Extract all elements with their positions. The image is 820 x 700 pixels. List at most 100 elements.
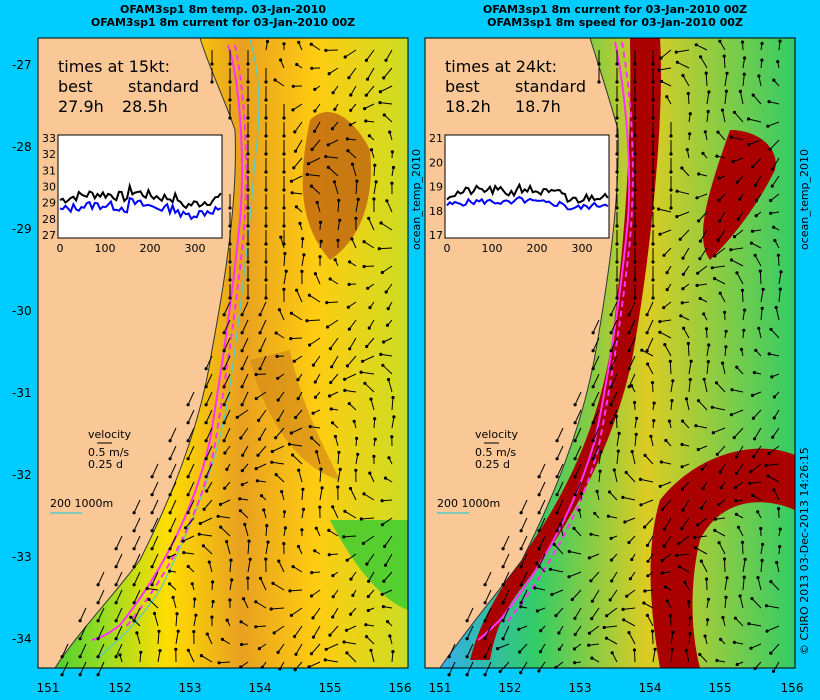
lon-tick-label-right: 154 (639, 681, 662, 695)
current-vector (298, 470, 303, 483)
current-vector (79, 625, 87, 639)
current-vector-head (186, 511, 190, 515)
current-vector-head (282, 188, 286, 192)
current-vector-head (725, 576, 729, 580)
current-vector (559, 524, 564, 537)
current-vector (169, 517, 177, 531)
current-vector (731, 409, 744, 416)
inset-x-tick: 0 (57, 242, 64, 255)
right-best-time: 18.2h (445, 97, 491, 116)
current-vector-head (663, 585, 668, 589)
current-vector (724, 597, 727, 609)
current-vector-head (769, 327, 773, 331)
right-duration-label: 0.25 d (475, 458, 510, 471)
current-vector (308, 661, 321, 668)
current-vector (679, 229, 690, 240)
current-vector-head (681, 508, 685, 512)
current-vector (172, 597, 177, 609)
current-vector (208, 561, 213, 573)
current-vector (343, 535, 357, 538)
current-vector (670, 632, 674, 645)
inset-y-tick: 18 (429, 205, 443, 218)
current-vector-head (257, 647, 261, 651)
current-vector (311, 139, 321, 150)
current-vector (694, 535, 708, 538)
current-vector (115, 607, 123, 621)
current-vector-head (225, 467, 229, 471)
current-vector (628, 355, 636, 369)
current-vector-head (257, 437, 262, 441)
current-vector-head (675, 215, 679, 219)
current-vector-head (343, 509, 347, 513)
current-vector-head (667, 419, 672, 423)
current-vector-head (365, 635, 369, 639)
current-vector-head (665, 288, 669, 292)
current-vector-head (537, 547, 541, 551)
right-best-label: best (445, 77, 480, 96)
current-vector (316, 451, 321, 465)
current-vector-head (651, 206, 655, 210)
current-vector-head (688, 632, 692, 636)
current-vector (682, 499, 690, 511)
current-vector (292, 192, 303, 195)
current-vector-head (501, 583, 505, 587)
current-vector (519, 643, 528, 653)
current-vector-head (168, 457, 172, 461)
current-vector-head (336, 485, 340, 489)
current-vector (646, 301, 654, 315)
current-vector-head (204, 421, 208, 425)
current-vector (206, 633, 213, 645)
current-vector (644, 517, 654, 528)
current-vector (682, 481, 690, 490)
current-vector (240, 510, 249, 519)
current-vector-head (349, 612, 353, 616)
current-vector-head (343, 377, 347, 381)
current-vector (766, 605, 780, 609)
current-vector-head (365, 344, 369, 349)
current-vector (773, 489, 780, 501)
current-vector-head (651, 260, 655, 264)
current-vector-head (699, 506, 704, 510)
current-vector-head (659, 79, 664, 83)
current-vector (346, 652, 357, 663)
current-vector-head (754, 183, 758, 187)
current-vector-head (749, 470, 753, 474)
current-vector-head (627, 385, 631, 389)
current-vector-head (697, 172, 701, 176)
current-vector (688, 633, 691, 645)
current-vector-head (246, 98, 250, 102)
current-vector-head (302, 253, 306, 257)
inset-y-tick: 30 (42, 181, 56, 194)
current-vector (115, 571, 123, 585)
current-vector-head (114, 619, 118, 623)
current-vector-head (168, 475, 172, 479)
current-vector (280, 237, 285, 249)
current-vector (741, 290, 744, 303)
current-vector-head (572, 647, 577, 651)
current-vector (313, 625, 321, 638)
current-vector-head (646, 362, 650, 366)
current-vector (748, 118, 762, 123)
right-velocity-label: velocity (475, 428, 518, 441)
current-vector (644, 455, 654, 465)
current-vector (183, 552, 195, 555)
current-vector-head (293, 149, 298, 153)
current-vector (753, 409, 762, 419)
current-vector-head (623, 520, 627, 524)
current-vector-head (743, 308, 747, 312)
current-vector-head (609, 558, 614, 562)
current-vector-head (205, 632, 209, 636)
current-vector-head (591, 421, 595, 425)
current-vector-head (346, 305, 350, 309)
current-vector-head (367, 216, 371, 220)
current-vector (97, 607, 105, 621)
current-vector (290, 337, 303, 340)
current-vector-head (665, 271, 669, 275)
current-vector (634, 418, 638, 429)
current-vector-head (258, 313, 262, 317)
current-vector (568, 571, 582, 578)
current-vector-head (202, 507, 206, 511)
current-vector (502, 607, 510, 621)
current-vector (610, 301, 618, 315)
current-vector-head (265, 524, 269, 528)
